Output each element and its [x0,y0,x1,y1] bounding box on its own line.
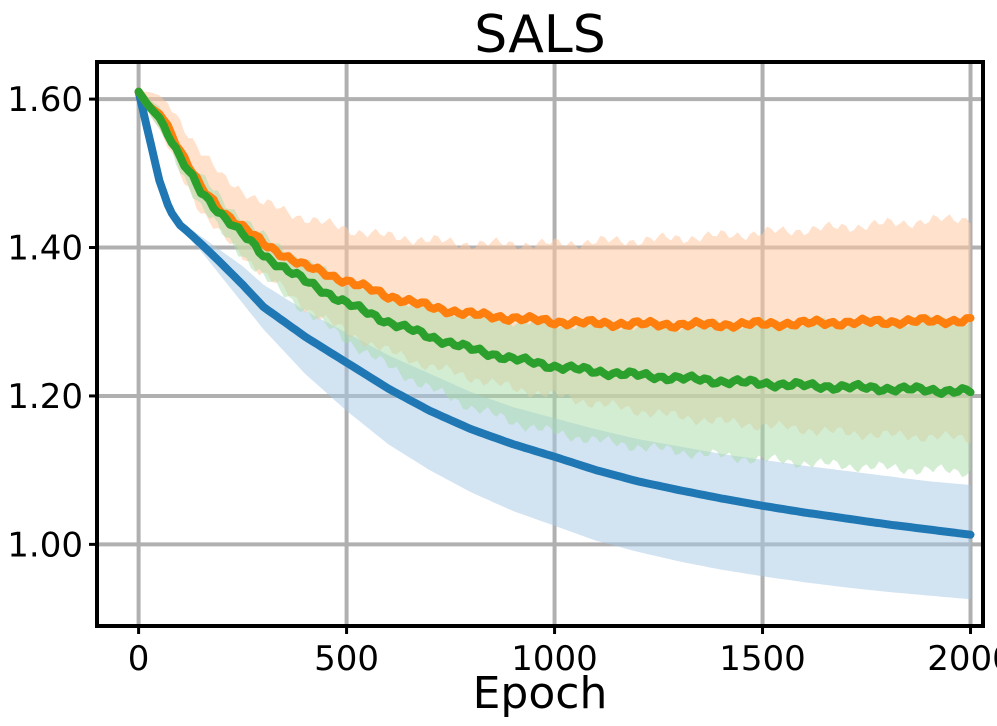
x-tick-label: 1500 [719,639,806,679]
series-1-band [138,91,971,600]
y-tick-label: 1.00 [7,525,83,565]
x-axis-ticks: 0 500 1000 1500 2000 [128,626,997,679]
plot-frame [95,60,985,628]
x-tick-label: 1000 [511,639,598,679]
y-tick-label: 1.40 [7,229,83,269]
series-2-line [134,87,975,332]
chart-title: SALS [474,5,606,65]
x-tick-label: 2000 [927,639,997,679]
x-tick-label: 0 [128,639,150,679]
series-lines [134,87,975,539]
y-tick-label: 1.20 [7,377,83,417]
y-tick-label: 1.60 [7,80,83,120]
series-1-line [134,87,975,539]
x-axis-label: Epoch [473,668,608,719]
y-axis-ticks: 1.00 1.20 1.40 1.60 [7,80,97,565]
series-3-line [134,87,975,398]
x-tick-label: 500 [314,639,379,679]
